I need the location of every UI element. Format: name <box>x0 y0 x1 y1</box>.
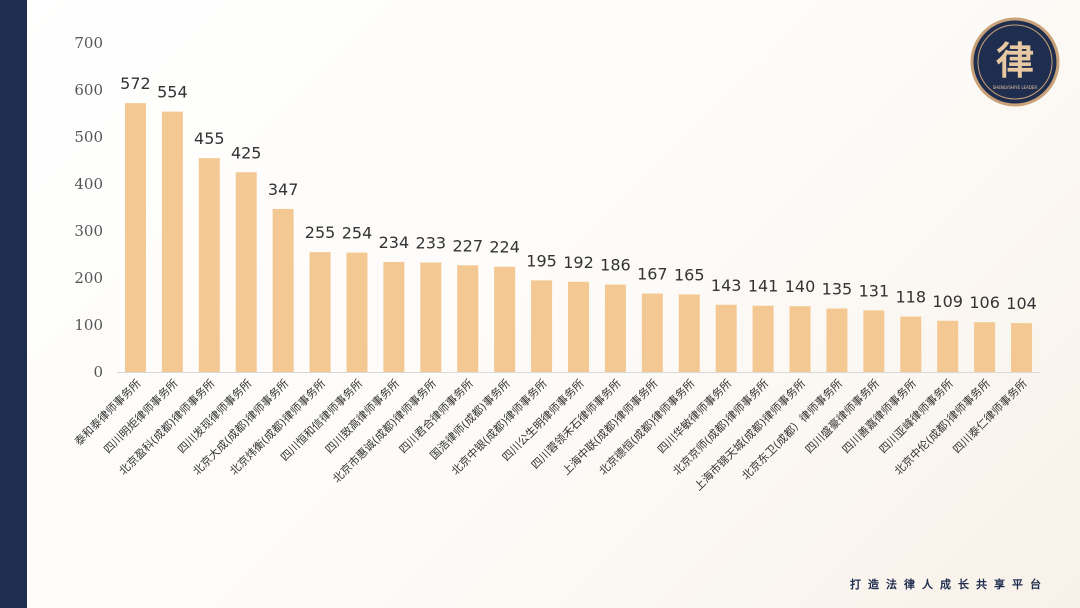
bar <box>604 284 626 372</box>
category-labels: 泰和泰律师事务所四川明炬律师事务所北京盈科(成都)律师事务所四川发现律师事务所北… <box>71 376 1029 493</box>
bar <box>235 172 257 372</box>
bar-series <box>124 103 1033 373</box>
value-labels: 572 554 455 425 347 255 254 234 233 227 224 195 192 1… <box>120 74 1037 313</box>
bar-value-label: 141 <box>748 277 779 296</box>
bar-value-label: 143 <box>711 276 742 295</box>
bar-value-label: 106 <box>969 293 1000 312</box>
bar <box>457 265 479 372</box>
left-accent-bar <box>0 0 27 608</box>
footer-slogan: 打造法律人成长共享平台 <box>850 578 1048 591</box>
bar <box>531 280 553 372</box>
bar <box>789 306 811 372</box>
bar <box>974 322 996 372</box>
bar-value-label: 186 <box>600 256 631 275</box>
bar-value-label: 135 <box>822 280 853 299</box>
y-tick-label: 300 <box>74 222 103 240</box>
y-tick-label: 100 <box>74 316 103 334</box>
y-tick-label: 600 <box>74 81 103 99</box>
y-tick-label: 400 <box>74 175 103 193</box>
bar-value-label: 227 <box>452 236 483 255</box>
bar <box>937 320 959 372</box>
bar <box>826 308 848 372</box>
logo-subtext: SHENLVSHIYE LEADER <box>993 85 1038 90</box>
bar-value-label: 554 <box>157 83 188 102</box>
bar-value-label: 118 <box>896 288 927 307</box>
bar <box>863 310 885 372</box>
bar <box>198 158 220 372</box>
bar-value-label: 572 <box>120 74 151 93</box>
category-label: 泰和泰律师事务所 <box>71 376 143 448</box>
bar <box>900 316 922 372</box>
bar <box>752 305 774 372</box>
bar <box>161 111 183 373</box>
bar <box>715 304 737 372</box>
brand-logo: 律 SHENLVSHIYE LEADER <box>970 17 1060 107</box>
bar <box>494 266 516 372</box>
bar-value-label: 224 <box>489 238 520 257</box>
y-axis: 0 100 200 300 400 500 600 700 <box>74 34 103 381</box>
bar <box>568 281 589 372</box>
bar <box>641 293 663 372</box>
bar-value-label: 140 <box>785 277 816 296</box>
bar-value-label: 425 <box>231 143 262 162</box>
y-tick-label: 200 <box>74 269 103 287</box>
bar-value-label: 131 <box>859 281 890 300</box>
bar <box>309 252 331 372</box>
logo-glyph: 律 <box>996 39 1034 83</box>
bar <box>420 262 442 372</box>
bar-value-label: 192 <box>563 253 594 272</box>
bar-value-label: 104 <box>1006 294 1037 313</box>
bar <box>346 252 368 372</box>
bar <box>272 208 294 372</box>
bar-value-label: 254 <box>342 224 373 243</box>
bar-value-label: 165 <box>674 265 705 284</box>
bar <box>383 262 405 372</box>
y-tick-label: 500 <box>74 128 103 146</box>
bar-value-label: 234 <box>379 233 410 252</box>
bar-value-label: 167 <box>637 265 668 284</box>
bar-value-label: 233 <box>416 233 447 252</box>
bar <box>124 103 146 372</box>
bar <box>1011 323 1033 372</box>
bar-value-label: 255 <box>305 223 336 242</box>
bar-value-label: 109 <box>932 292 963 311</box>
bar-value-label: 347 <box>268 180 299 199</box>
bar <box>678 294 700 372</box>
bar-value-label: 455 <box>194 129 225 148</box>
y-tick-label: 0 <box>93 363 103 381</box>
bar-value-label: 195 <box>526 251 557 270</box>
y-tick-label: 700 <box>74 34 103 52</box>
